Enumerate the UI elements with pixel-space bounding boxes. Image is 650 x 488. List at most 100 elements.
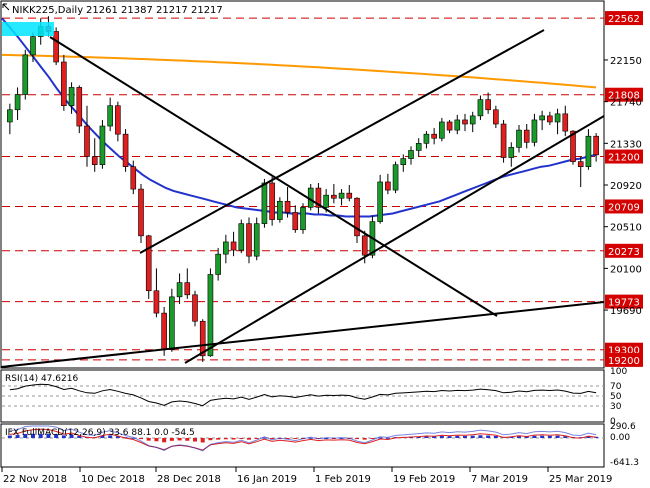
candle-body xyxy=(199,320,206,357)
candle[interactable] xyxy=(385,173,391,195)
candle[interactable] xyxy=(338,189,345,206)
candle[interactable] xyxy=(199,319,206,362)
candle[interactable] xyxy=(84,105,90,167)
macd-histogram-bar xyxy=(223,438,228,440)
candle[interactable] xyxy=(230,231,237,257)
candle[interactable] xyxy=(446,119,453,134)
level-price-label: 21808 xyxy=(608,91,640,102)
candle[interactable] xyxy=(269,176,275,226)
candle[interactable] xyxy=(138,183,144,243)
candle[interactable] xyxy=(145,234,152,299)
candle[interactable] xyxy=(261,178,268,228)
candle[interactable] xyxy=(215,248,221,281)
candle[interactable] xyxy=(61,54,67,111)
candle[interactable] xyxy=(400,154,407,172)
candle[interactable] xyxy=(439,117,445,142)
candle[interactable] xyxy=(176,273,183,304)
candle[interactable] xyxy=(354,197,360,243)
rsi-scale-label: 70 xyxy=(610,382,622,392)
candle[interactable] xyxy=(570,130,576,165)
candle-body xyxy=(439,121,445,139)
candle[interactable] xyxy=(292,205,299,233)
candle[interactable] xyxy=(91,138,98,172)
candle[interactable] xyxy=(423,131,430,149)
candle[interactable] xyxy=(307,183,314,211)
candle[interactable] xyxy=(331,183,337,204)
candle[interactable] xyxy=(493,105,499,129)
macd-histogram-bar xyxy=(31,433,35,438)
macd-histogram-bar xyxy=(362,438,367,440)
candle[interactable] xyxy=(377,174,383,224)
candle[interactable] xyxy=(14,87,21,120)
candle[interactable] xyxy=(169,288,175,352)
candle[interactable] xyxy=(431,128,437,145)
candle[interactable] xyxy=(346,185,353,202)
candle[interactable] xyxy=(153,268,160,318)
candle[interactable] xyxy=(392,161,399,194)
candle-body xyxy=(261,182,268,224)
collapse-arrow-icon[interactable] xyxy=(2,3,10,11)
macd-histogram-bar xyxy=(7,435,12,438)
candle[interactable] xyxy=(246,217,252,264)
macd-histogram-bar xyxy=(470,435,475,438)
candle[interactable] xyxy=(408,146,414,165)
candle[interactable] xyxy=(99,119,106,169)
candle[interactable] xyxy=(122,129,129,172)
candle[interactable] xyxy=(315,182,322,214)
candle[interactable] xyxy=(469,111,476,133)
date-axis: 22 Nov 2018 10 Dec 2018 28 Dec 2018 16 Jan … xyxy=(1,467,612,485)
candle-body xyxy=(269,182,275,220)
candle-body xyxy=(539,115,545,121)
macd-histogram-bar xyxy=(455,435,460,438)
candle[interactable] xyxy=(30,32,36,62)
candle[interactable] xyxy=(539,110,545,131)
candle[interactable] xyxy=(500,119,507,163)
macd-panel[interactable] xyxy=(0,423,605,468)
candle[interactable] xyxy=(223,234,229,264)
candle[interactable] xyxy=(192,290,198,327)
candle[interactable] xyxy=(7,103,13,135)
candle[interactable] xyxy=(115,101,121,142)
candle[interactable] xyxy=(585,129,592,170)
channel-lower-line xyxy=(184,115,605,364)
candle[interactable] xyxy=(547,111,553,126)
candle[interactable] xyxy=(277,197,283,223)
candle-body xyxy=(91,156,98,165)
candle[interactable] xyxy=(107,97,113,132)
candle[interactable] xyxy=(130,160,137,195)
candle[interactable] xyxy=(68,82,75,114)
candle[interactable] xyxy=(53,27,59,66)
candle[interactable] xyxy=(562,105,569,137)
candle[interactable] xyxy=(184,268,191,299)
candle-body xyxy=(207,274,214,357)
candle[interactable] xyxy=(593,133,599,162)
candle[interactable] xyxy=(253,217,260,261)
candle[interactable] xyxy=(554,108,561,135)
macd-histogram-bar xyxy=(77,435,82,438)
candle[interactable] xyxy=(477,95,484,120)
candle[interactable] xyxy=(207,268,214,357)
candle[interactable] xyxy=(76,85,83,134)
price-panel[interactable] xyxy=(0,0,605,369)
candle[interactable] xyxy=(22,49,29,100)
candle[interactable] xyxy=(485,92,491,114)
candle-body xyxy=(500,123,507,158)
candle[interactable] xyxy=(516,125,522,153)
candle[interactable] xyxy=(284,187,291,218)
candle-body xyxy=(485,99,491,111)
candle-body xyxy=(323,194,329,208)
candle[interactable] xyxy=(531,113,538,147)
candle[interactable] xyxy=(454,114,461,135)
candle[interactable] xyxy=(300,203,306,234)
candle[interactable] xyxy=(462,113,468,132)
candle[interactable] xyxy=(415,138,422,157)
candle[interactable] xyxy=(523,124,530,149)
candle[interactable] xyxy=(238,219,245,254)
macd-histogram-bar xyxy=(447,436,452,438)
candle[interactable] xyxy=(577,156,584,188)
candle[interactable] xyxy=(508,142,515,167)
macd-histogram-bar xyxy=(586,436,591,438)
support-line xyxy=(0,301,605,368)
macd-histogram-bar xyxy=(324,437,329,439)
